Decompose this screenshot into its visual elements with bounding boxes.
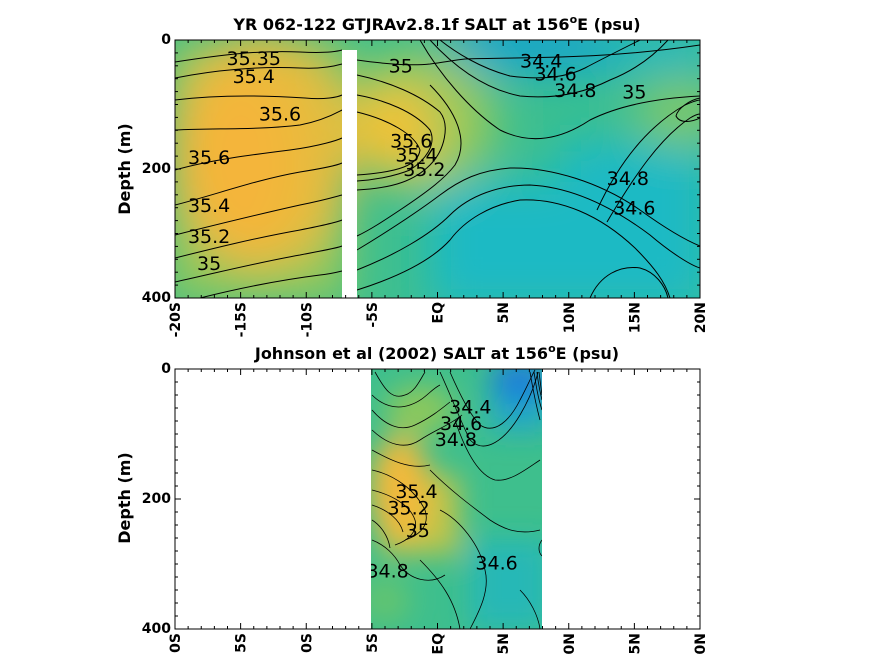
panel-observed-salinity: Johnson et al (2002) SALT at 156oE (psu)	[115, 342, 709, 654]
contour-label: 34.8	[435, 429, 477, 451]
x-tick-label: 0N	[693, 633, 709, 654]
contour-label: 35.2	[403, 159, 445, 181]
x-tick-labels: 0S 5S 0S 5S EQ 5N 0N 5N 0N	[168, 633, 709, 655]
x-tick-label: 5N	[496, 302, 512, 323]
x-tick-label: 20N	[693, 302, 709, 333]
contour-label: 35	[406, 520, 430, 542]
y-tick-label: 0	[161, 32, 171, 48]
x-tick-label: -10S	[299, 302, 315, 337]
contour-label: 35	[389, 56, 413, 78]
panel-model-salinity: YR 062-122 GTJRAv2.8.1f SALT at 156oE (p…	[115, 13, 709, 337]
contour-label: 35.4	[233, 66, 275, 88]
y-tick-labels: 0 200 400	[142, 32, 171, 306]
y-tick-labels: 0 200 400	[142, 361, 171, 637]
contour-label: 35.6	[188, 147, 230, 169]
y-tick-label: 200	[142, 491, 171, 507]
y-tick-label: 0	[161, 361, 171, 377]
x-tick-label: 0S	[299, 633, 315, 653]
tick-marks	[174, 39, 701, 299]
contour-label: 35.35	[227, 48, 281, 70]
x-tick-label: 0S	[168, 633, 184, 653]
contour-label: 35.4	[395, 481, 437, 503]
x-tick-label: -5S	[365, 302, 381, 328]
contour-label: 35.4	[395, 145, 437, 167]
contour-label: 34.4	[520, 50, 562, 72]
chart-title: Johnson et al (2002) SALT at 156oE (psu)	[254, 342, 619, 363]
y-axis-label: Depth (m)	[115, 123, 134, 215]
contour-label: 34.6	[475, 553, 517, 575]
contour-label: 34.6	[534, 63, 576, 85]
contour-lines	[371, 369, 542, 629]
contour-label: 34.6	[613, 197, 655, 219]
tick-marks	[174, 368, 701, 630]
x-tick-label: 5S	[365, 633, 381, 653]
x-tick-label: 15N	[627, 302, 643, 333]
y-tick-label: 400	[142, 290, 171, 306]
y-tick-label: 400	[142, 621, 171, 637]
x-tick-label: -15S	[234, 302, 250, 337]
x-tick-label: EQ	[431, 633, 447, 655]
x-tick-label: EQ	[431, 302, 447, 324]
contour-label: 35.4	[188, 195, 230, 217]
contour-label: 35.2	[188, 226, 230, 248]
x-tick-label: 5N	[627, 633, 643, 654]
y-axis-label: Depth (m)	[115, 452, 134, 544]
chart-title: YR 062-122 GTJRAv2.8.1f SALT at 156oE (p…	[232, 13, 640, 34]
contour-label: 34.4	[449, 397, 491, 419]
y-tick-label: 200	[142, 161, 171, 177]
contour-lines	[175, 40, 700, 298]
contour-label: 35.2	[387, 497, 429, 519]
missing-data-gap	[342, 50, 357, 298]
contour-label: 34.8	[554, 80, 596, 102]
contour-label: 34.8	[366, 560, 408, 582]
x-tick-labels: -20S -15S -10S -5S EQ 5N 10N 15N 20N	[168, 302, 709, 337]
x-tick-label: 10N	[562, 302, 578, 333]
contour-label: 35.6	[259, 103, 301, 125]
contour-label: 34.8	[607, 168, 649, 190]
x-tick-label: 5S	[234, 633, 250, 653]
x-tick-label: 5N	[496, 633, 512, 654]
contour-label: 35.6	[390, 130, 432, 152]
x-tick-label: -20S	[168, 302, 184, 337]
contour-label: 35	[622, 81, 646, 103]
contour-label: 35	[197, 253, 221, 275]
x-tick-label: 0N	[562, 633, 578, 654]
contour-label: 34.6	[440, 413, 482, 435]
